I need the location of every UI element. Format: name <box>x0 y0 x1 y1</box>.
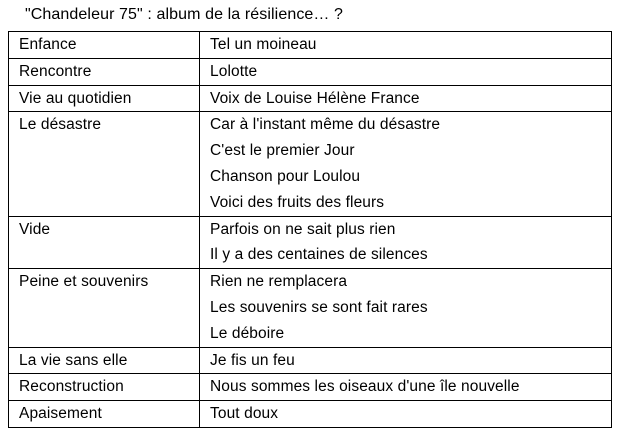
theme-cell: Vide <box>8 215 200 270</box>
table-row: Vie au quotidien Voix de Louise Hélène F… <box>8 84 612 113</box>
theme-cell: Peine et souvenirs <box>8 268 200 348</box>
song-title: Parfois on ne sait plus rien <box>210 220 396 238</box>
theme-cell: La vie sans elle <box>8 346 200 375</box>
album-table: Enfance Tel un moineau Rencontre Lolotte… <box>8 31 612 428</box>
theme-cell: Rencontre <box>8 57 200 86</box>
songs-cell: Car à l'instant même du désastre C'est le… <box>199 111 612 217</box>
songs-cell: Voix de Louise Hélène France <box>199 84 612 113</box>
table-row: Peine et souvenirs Rien ne remplacera Les… <box>8 268 612 348</box>
song-title: Il y a des centaines de silences <box>210 246 428 264</box>
table-row: Enfance Tel un moineau <box>8 31 612 59</box>
album-table-body: Enfance Tel un moineau Rencontre Lolotte… <box>8 31 612 428</box>
theme-cell: Vie au quotidien <box>8 84 200 113</box>
song-title: Voix de Louise Hélène France <box>210 89 420 107</box>
song-title: Chanson pour Loulou <box>210 167 361 185</box>
table-row: Apaisement Tout doux <box>8 400 612 428</box>
table-row: Rencontre Lolotte <box>8 57 612 86</box>
table-row: Reconstruction Nous sommes les oiseaux d… <box>8 373 612 402</box>
table-row: Vide Parfois on ne sait plus rien Il y a … <box>8 215 612 270</box>
song-title: Le déboire <box>210 324 285 342</box>
song-title: Les souvenirs se sont fait rares <box>210 298 428 316</box>
page-title: "Chandeleur 75" : album de la résilience… <box>25 6 344 23</box>
song-title: Lolotte <box>210 62 258 80</box>
song-title: Voici des fruits des fleurs <box>210 193 385 211</box>
table-row: Le désastre Car à l'instant même du désa… <box>8 111 612 217</box>
song-title: Rien ne remplacera <box>210 273 348 291</box>
songs-cell: Tel un moineau <box>199 31 612 59</box>
song-title: Car à l'instant même du désastre <box>210 116 441 134</box>
songs-cell: Nous sommes les oiseaux d'une île nouvel… <box>199 373 612 402</box>
theme-cell: Enfance <box>8 31 200 59</box>
songs-cell: Je fis un feu <box>199 346 612 375</box>
theme-cell: Reconstruction <box>8 373 200 402</box>
song-title: C'est le premier Jour <box>210 142 355 160</box>
theme-cell: Le désastre <box>8 111 200 217</box>
songs-cell: Lolotte <box>199 57 612 86</box>
song-title: Tout doux <box>210 405 279 423</box>
song-title: Tel un moineau <box>210 36 317 53</box>
songs-cell: Tout doux <box>199 400 612 428</box>
theme-cell: Apaisement <box>8 400 200 428</box>
table-row: La vie sans elle Je fis un feu <box>8 346 612 375</box>
songs-cell: Rien ne remplacera Les souvenirs se sont … <box>199 268 612 348</box>
songs-cell: Parfois on ne sait plus rien Il y a des c… <box>199 215 612 270</box>
song-title: Nous sommes les oiseaux d'une île nouvel… <box>210 378 520 396</box>
song-title: Je fis un feu <box>210 351 295 369</box>
